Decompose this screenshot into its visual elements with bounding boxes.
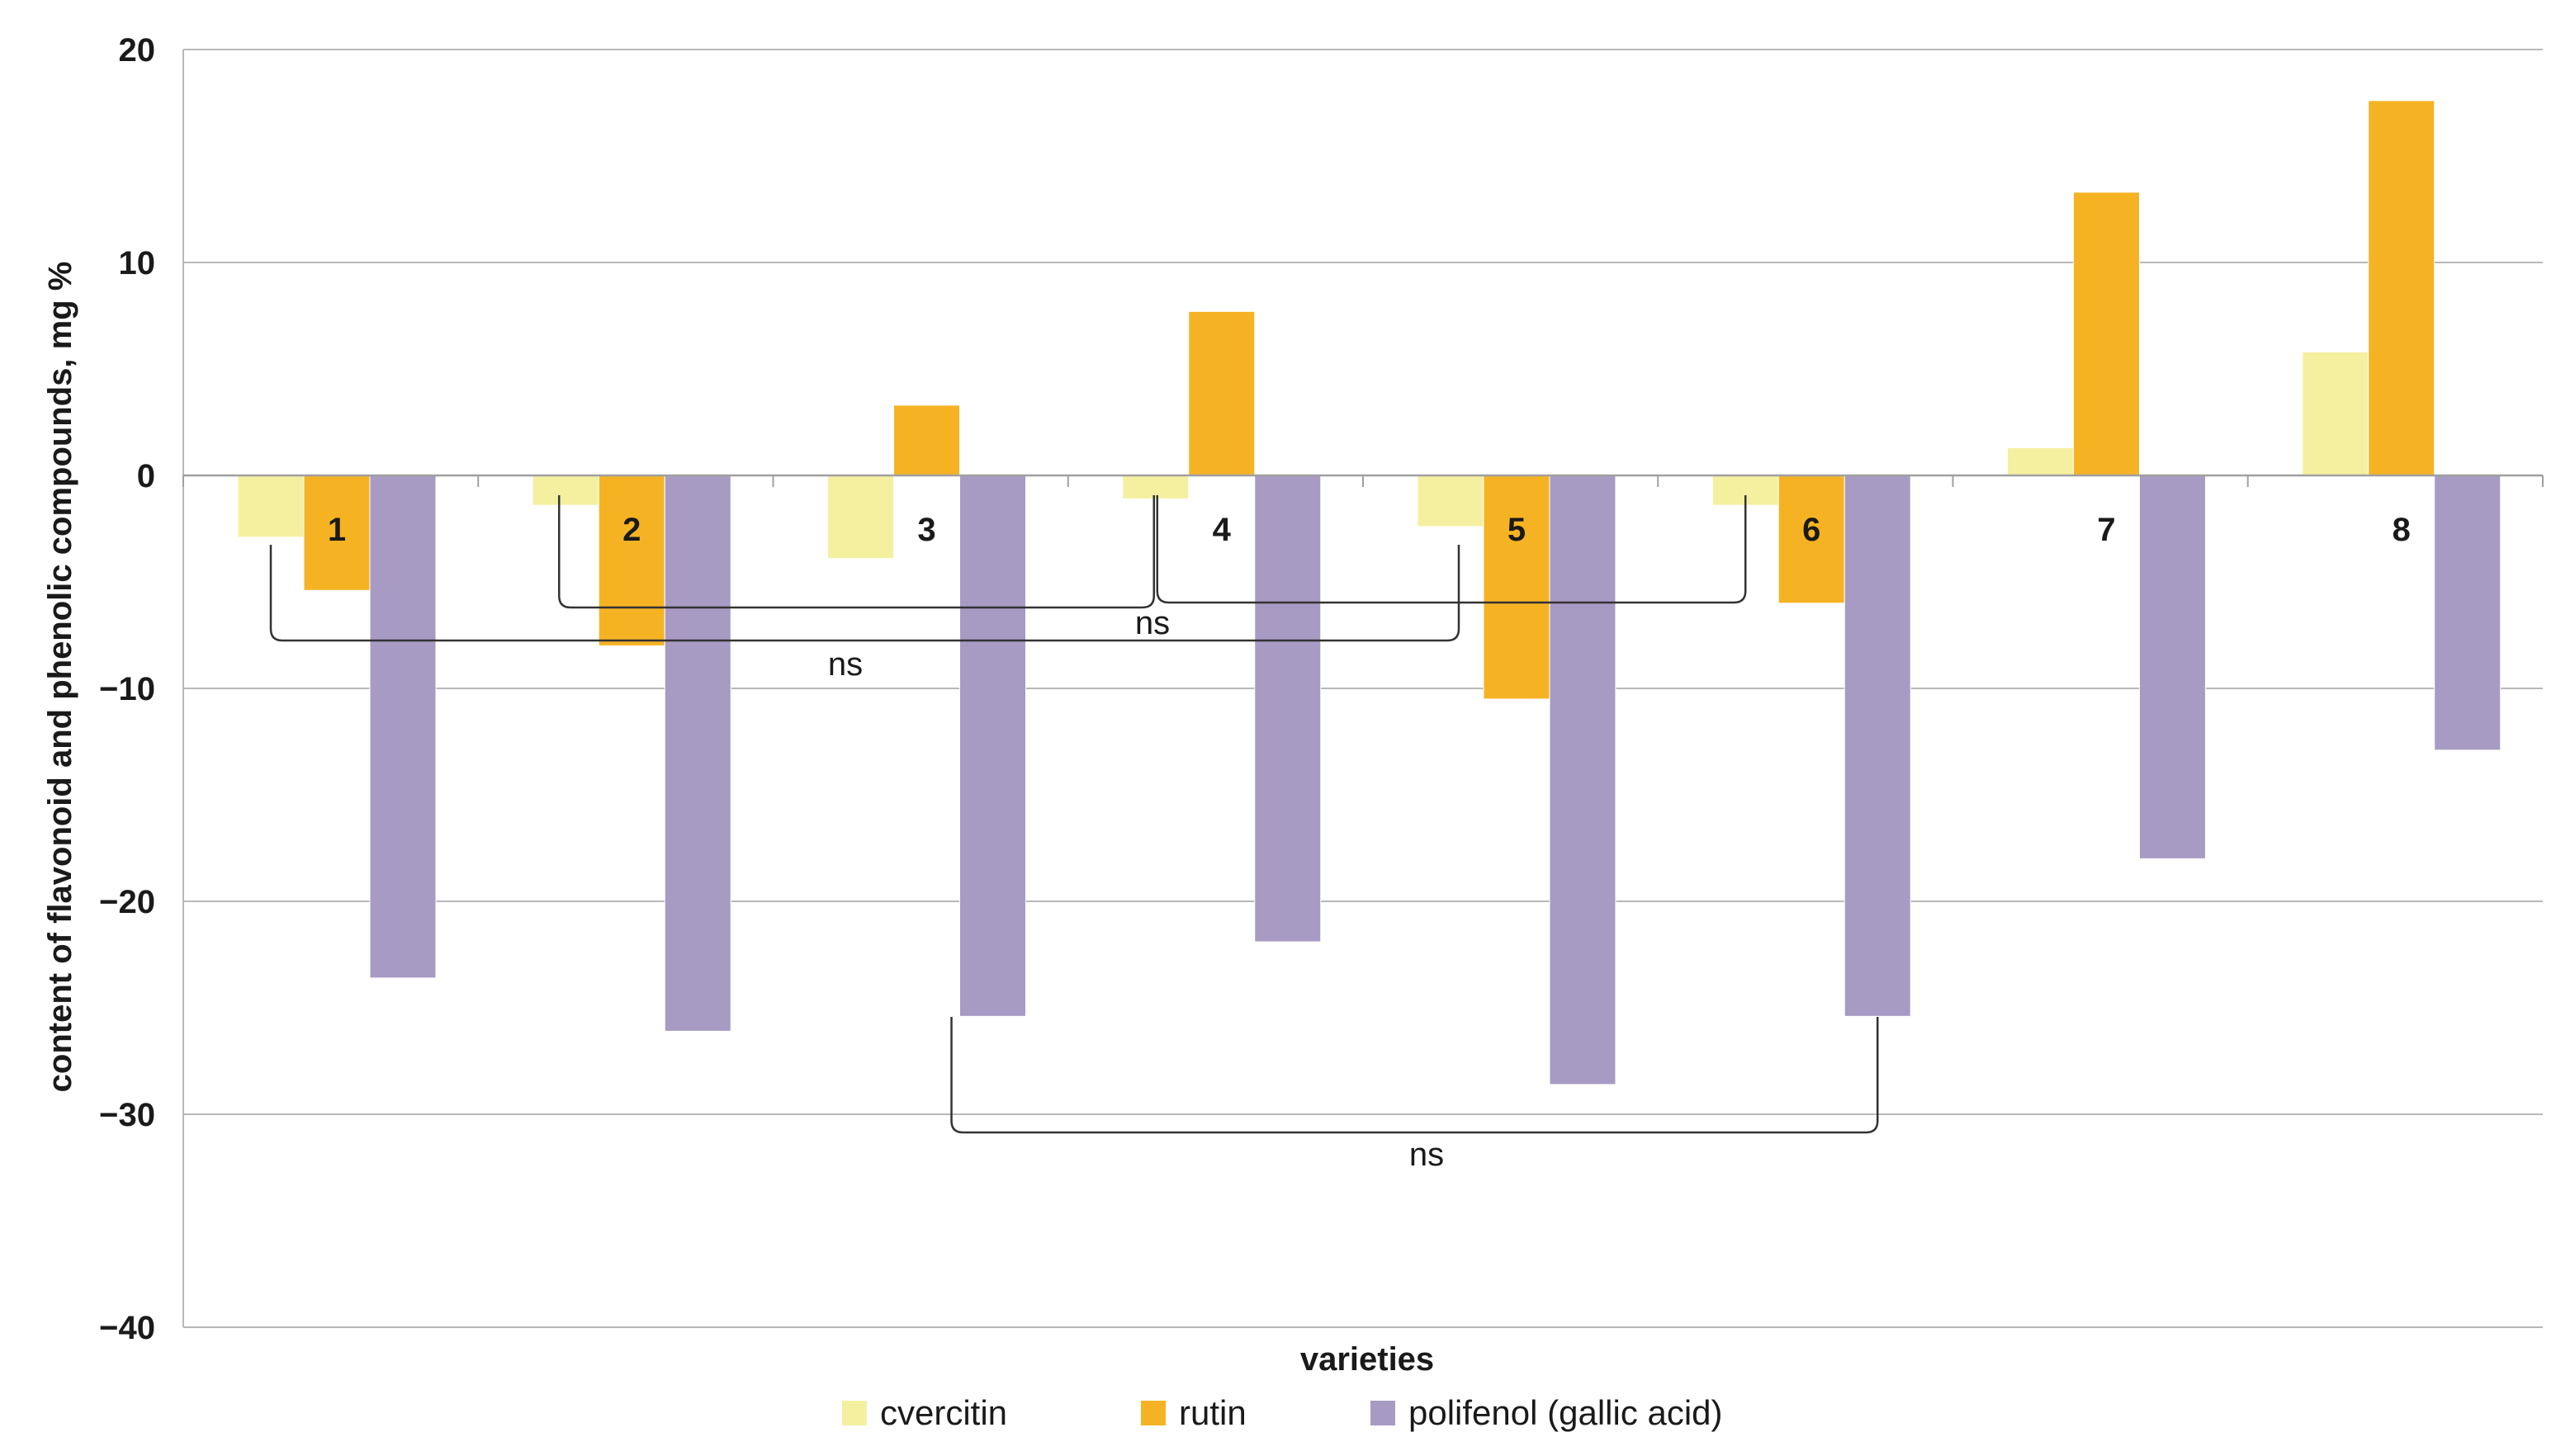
bars [237, 100, 2501, 1085]
legend: cvercitin rutin polifenol (gallic acid) [842, 1393, 1723, 1432]
legend-swatch-polifenol [1370, 1401, 1395, 1425]
bar-rutin-6 [1777, 475, 1845, 604]
category-label: 4 [1213, 512, 1232, 548]
bar-polifenol-8 [2434, 475, 2501, 751]
legend-label-cvercitin: cvercitin [880, 1393, 1007, 1432]
bar-polifenol-7 [2139, 475, 2206, 859]
significance-label: ns [1135, 605, 1170, 641]
category-label: 8 [2393, 512, 2411, 548]
category-label: 2 [622, 512, 641, 548]
legend-label-rutin: rutin [1179, 1393, 1247, 1432]
bar-cvercitin-3 [827, 475, 894, 560]
category-label: 1 [328, 512, 346, 548]
significance-bracket [1156, 495, 1747, 604]
bar-polifenol-2 [664, 475, 731, 1032]
bar-rutin-7 [2073, 191, 2140, 476]
significance-label: ns [1409, 1137, 1444, 1173]
bar-rutin-2 [598, 475, 665, 646]
bar-cvercitin-8 [2302, 351, 2369, 476]
bar-rutin-5 [1483, 475, 1550, 700]
bar-cvercitin-4 [1122, 475, 1190, 499]
x-axis-title: varieties [1300, 1341, 1434, 1378]
bar-cvercitin-5 [1417, 475, 1484, 527]
legend-label-polifenol: polifenol (gallic acid) [1408, 1393, 1723, 1432]
y-tick-label: 0 [137, 458, 155, 494]
significance-bracket [558, 495, 1155, 609]
significance-bracket [269, 545, 1460, 642]
bar-polifenol-5 [1549, 475, 1616, 1085]
bar-rutin-8 [2368, 100, 2435, 476]
y-tick-label: −40 [99, 1310, 155, 1346]
bar-polifenol-1 [369, 475, 437, 979]
legend-swatch-cvercitin [842, 1401, 867, 1425]
bar-rutin-1 [303, 475, 371, 591]
bar-cvercitin-2 [532, 475, 599, 506]
category-label: 3 [917, 512, 935, 548]
category-label: 5 [1507, 512, 1526, 548]
y-tick-label: 10 [119, 245, 156, 281]
bar-polifenol-4 [1254, 475, 1322, 943]
category-label: 7 [2097, 512, 2115, 548]
bar-cvercitin-7 [2007, 447, 2074, 476]
y-tick-label: −20 [99, 884, 155, 920]
bar-rutin-3 [893, 404, 960, 476]
bar-rutin-4 [1188, 310, 1256, 476]
bar-polifenol-6 [1843, 475, 1911, 1017]
bar-cvercitin-1 [237, 475, 305, 538]
category-label: 6 [1802, 512, 1820, 548]
significance-bracket [950, 1017, 1879, 1134]
bar-polifenol-3 [959, 475, 1026, 1017]
axes: 20 10 0 −10 −20 −30 −40 1 2 3 4 5 6 7 8 [99, 32, 2544, 1346]
y-axis-title: content of flavonoid and phenolic compou… [42, 262, 78, 1093]
annotations: ns ns ns [269, 495, 1879, 1173]
legend-swatch-rutin [1141, 1401, 1166, 1425]
y-tick-label: −30 [99, 1097, 155, 1133]
y-tick-label: −10 [99, 671, 155, 707]
significance-label: ns [828, 646, 863, 683]
y-tick-label: 20 [119, 32, 156, 69]
